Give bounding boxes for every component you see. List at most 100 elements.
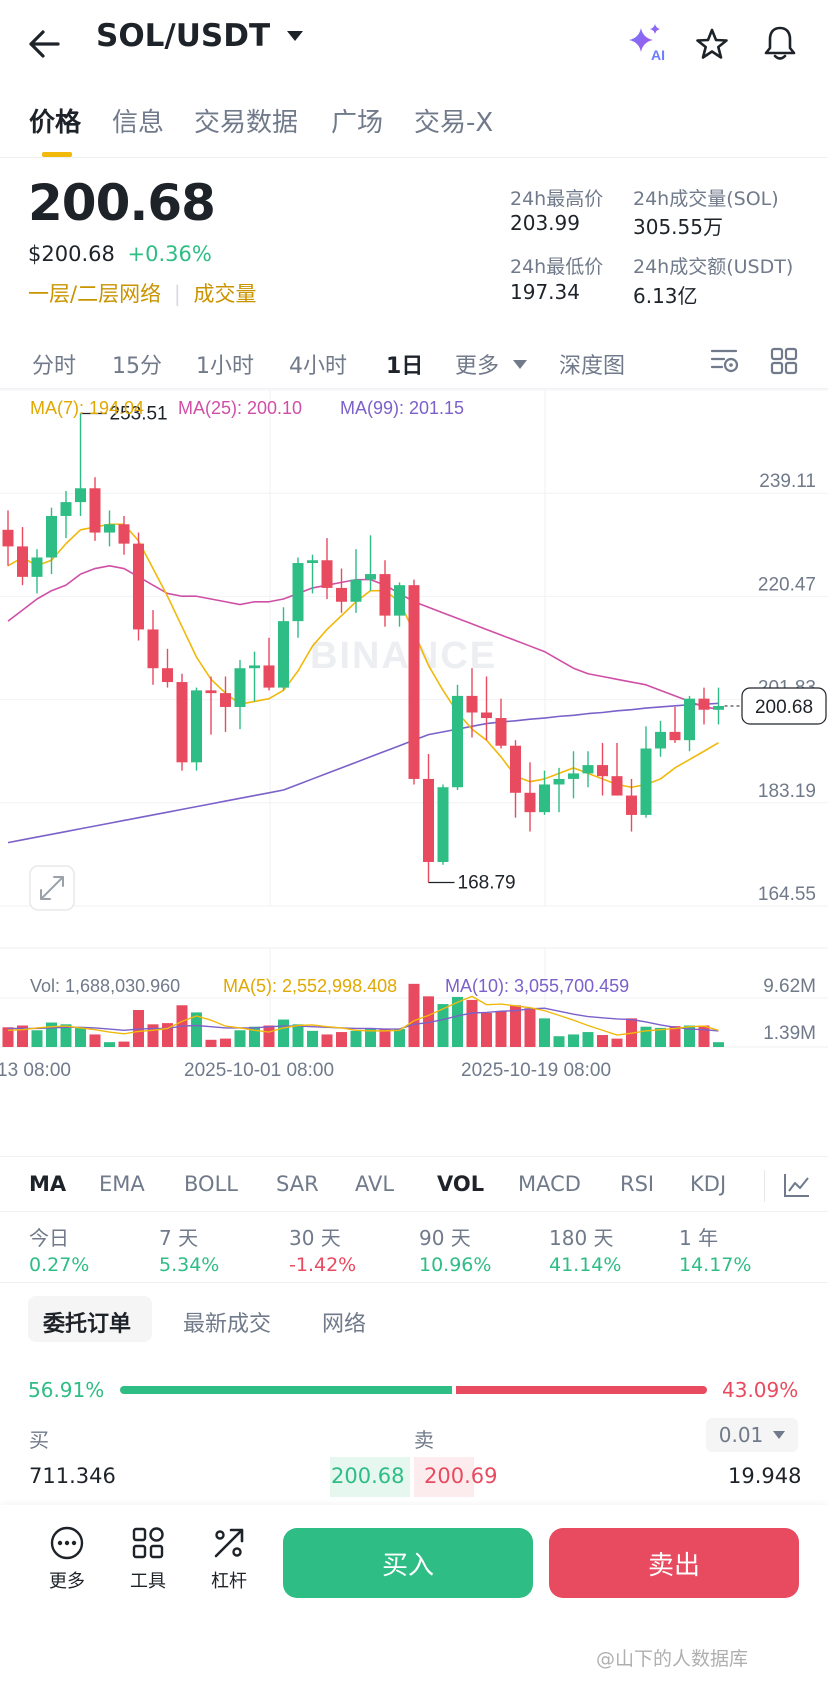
volume-bar	[162, 1023, 173, 1047]
tools-button[interactable]: 工具	[118, 1525, 178, 1593]
chart-watermark: BINANCE	[310, 635, 497, 677]
tab-active-indicator	[42, 152, 72, 157]
bell-notification-icon[interactable]	[758, 21, 802, 65]
volume-bar	[495, 1011, 507, 1047]
candle-down	[466, 695, 478, 713]
tag-volume[interactable]: 成交量	[193, 282, 257, 306]
candlestick-chart[interactable]: BINANCE 257.75239.11220.47201.83183.1916…	[0, 388, 828, 1128]
perf-label-7d: 7 天	[159, 1226, 199, 1250]
layout-grid-icon[interactable]	[767, 344, 801, 378]
volume-bars	[2, 983, 724, 1047]
volume-bar	[452, 996, 463, 1047]
candle-down	[133, 543, 144, 630]
legend-vol-ma10: MA(10): 3,055,700.459	[445, 976, 629, 996]
indicator-rsi[interactable]: RSI	[620, 1172, 655, 1196]
volume-bar	[698, 1025, 710, 1047]
timeframe-more-label: 更多	[455, 354, 500, 379]
bid-price[interactable]: 200.68	[331, 1464, 405, 1488]
ratio-bar	[120, 1386, 707, 1394]
divider	[764, 1170, 765, 1202]
legend-ma7: MA(7): 194.04	[30, 398, 144, 418]
tab-price[interactable]: 价格	[29, 108, 82, 138]
chart-settings-icon[interactable]	[708, 344, 742, 378]
indicator-ma[interactable]: MA	[29, 1172, 67, 1196]
timeframe-more[interactable]: 更多	[455, 348, 528, 380]
date-axis-ticks: 13 08:00 2025-10-01 08:00 2025-10-19 08:00	[0, 1060, 611, 1081]
tab-network[interactable]: 网络	[322, 1312, 367, 1337]
stat-vol-sol-label: 24h成交量(SOL)	[633, 188, 779, 210]
bid-qty: 711.346	[29, 1464, 116, 1488]
price-usd-row: $200.68 +0.36%	[28, 242, 212, 266]
timeframe-1h[interactable]: 1小时	[196, 354, 254, 379]
ask-qty: 19.948	[728, 1464, 802, 1488]
buy-button[interactable]: 买入	[283, 1528, 533, 1598]
precision-selector[interactable]: 0.01	[706, 1418, 798, 1452]
ma25-line	[7, 564, 719, 710]
indicator-macd[interactable]: MACD	[518, 1172, 581, 1196]
candle-up	[307, 560, 318, 564]
timeframe-line[interactable]: 分时	[32, 354, 77, 379]
tab-trading-data[interactable]: 交易数据	[194, 108, 299, 138]
volume-bar	[524, 1008, 536, 1047]
stat-high-value: 203.99	[510, 211, 580, 235]
candle-up	[452, 695, 463, 788]
stat-vol-usdt-value: 6.13亿	[633, 284, 698, 308]
date-tick-label: 2025-10-19 08:00	[461, 1060, 611, 1081]
candle-up	[582, 765, 594, 774]
tab-square[interactable]: 广场	[331, 108, 384, 138]
timeframe-1d[interactable]: 1日	[386, 354, 424, 379]
tab-info[interactable]: 信息	[112, 108, 165, 138]
indicator-ema[interactable]: EMA	[99, 1172, 145, 1196]
price-tick-label: 257.75	[758, 388, 816, 389]
candle-up	[713, 705, 724, 710]
sell-button[interactable]: 卖出	[549, 1528, 799, 1598]
volume-bar	[539, 1018, 550, 1047]
indicator-chart-icon[interactable]	[780, 1168, 814, 1202]
divider	[0, 1282, 828, 1283]
candle-down	[321, 560, 333, 588]
candle-down	[205, 690, 217, 694]
volume-bar	[350, 1030, 362, 1047]
indicator-vol[interactable]: VOL	[437, 1172, 485, 1196]
volume-bar	[263, 1025, 275, 1047]
buy-column-header: 买	[29, 1428, 49, 1452]
indicator-sar[interactable]: SAR	[276, 1172, 319, 1196]
volume-bar	[365, 1028, 376, 1047]
volume-bar	[75, 1027, 86, 1047]
indicator-kdj[interactable]: KDJ	[690, 1172, 727, 1196]
tab-recent-trades[interactable]: 最新成交	[183, 1312, 272, 1337]
back-arrow-icon[interactable]	[22, 22, 66, 66]
candle-up	[234, 668, 246, 707]
candles	[2, 413, 724, 883]
candle-up	[60, 502, 72, 516]
date-tick-label: 2025-10-01 08:00	[184, 1060, 334, 1081]
timeframe-4h[interactable]: 4小时	[289, 354, 347, 379]
candle-up	[568, 773, 579, 779]
star-favorite-icon[interactable]	[690, 22, 734, 66]
volume-bar	[205, 1039, 217, 1047]
tab-trade-x[interactable]: 交易-X	[414, 108, 494, 138]
tab-order-book[interactable]: 委托订单	[43, 1312, 132, 1337]
leverage-button[interactable]: 杠杆	[199, 1525, 259, 1593]
precision-value: 0.01	[718, 1423, 764, 1447]
tools-label: 工具	[130, 1571, 166, 1592]
candle-up	[437, 787, 449, 862]
high-marker-label: 253.51	[110, 403, 168, 424]
tag-network[interactable]: 一层/二层网络	[28, 282, 162, 306]
volume-bar	[379, 1029, 391, 1047]
price-tick-label: 220.47	[758, 574, 816, 595]
volume-tick-label: 1.39M	[763, 1023, 816, 1044]
candle-down	[118, 524, 130, 544]
low-marker-label: 168.79	[458, 873, 516, 894]
ai-sparkle-icon[interactable]: AI	[625, 20, 671, 66]
indicator-avl[interactable]: AVL	[355, 1172, 395, 1196]
perf-value-90d: 10.96%	[419, 1254, 492, 1276]
candle-down	[220, 693, 231, 707]
timeframe-depth[interactable]: 深度图	[559, 354, 626, 379]
timeframe-15m[interactable]: 15分	[112, 354, 162, 379]
indicator-boll[interactable]: BOLL	[184, 1172, 238, 1196]
more-button[interactable]: 更多	[37, 1525, 97, 1593]
pair-selector[interactable]: SOL/USDT	[96, 18, 304, 54]
ask-price[interactable]: 200.69	[424, 1464, 498, 1488]
